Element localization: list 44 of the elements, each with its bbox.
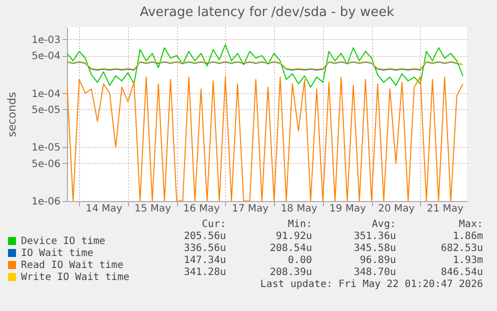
x-tick-label: 17 May — [232, 204, 269, 214]
text: Avg: — [372, 219, 396, 230]
text: 1.86m — [452, 231, 483, 242]
y-tick-label: 5e-05 — [32, 104, 60, 116]
text: Last update: Fri May 22 01:20:47 2026 — [260, 279, 483, 290]
text: 0.00 — [288, 255, 312, 266]
text: 348.70u — [354, 267, 396, 278]
text: 341.28u — [184, 267, 226, 278]
legend-label: Write IO Wait time — [21, 272, 130, 283]
text: 91.92u — [276, 231, 312, 242]
text: 96.89u — [360, 255, 396, 266]
x-tick-label: 14 May — [86, 204, 122, 214]
legend-label: IO Wait time — [21, 248, 94, 259]
y-tick-label: 5e-06 — [32, 158, 60, 170]
text: 205.56u — [184, 231, 226, 242]
y-tick-label: 5e-04 — [32, 51, 60, 62]
text: 351.36u — [354, 231, 396, 242]
x-tick-label: 18 May — [280, 204, 318, 214]
x-tick-label: 21 May — [426, 204, 464, 214]
x-tick-label: 19 May — [329, 204, 366, 214]
text: 208.54u — [270, 243, 312, 254]
text: Max: — [458, 219, 483, 230]
y-tick-label: 1e-04 — [32, 88, 60, 100]
line-series — [67, 44, 464, 88]
text: 345.58u — [354, 243, 396, 254]
text: 1.93m — [452, 255, 483, 266]
text: 336.56u — [184, 243, 226, 254]
text: Min: — [288, 219, 312, 230]
text: 846.54u — [440, 267, 483, 278]
legend-label: Read IO Wait time — [21, 260, 124, 271]
text: 208.39u — [270, 267, 312, 278]
text: Cur: — [202, 219, 226, 230]
x-tick-label: 15 May — [134, 204, 172, 214]
line-series — [67, 76, 464, 201]
y-tick-label: 1e-05 — [32, 142, 60, 154]
y-tick-label: 1e-06 — [32, 196, 60, 208]
y-tick-label: 1e-03 — [32, 34, 60, 46]
text: 147.34u — [184, 255, 226, 266]
legend-label: Device IO time — [21, 236, 106, 247]
x-tick-label: 20 May — [378, 204, 415, 214]
y-axis-title: seconds — [6, 92, 19, 137]
text: 682.53u — [440, 243, 483, 254]
x-tick-label: 16 May — [183, 204, 220, 214]
chart-title: Average latency for /dev/sda - by week — [140, 5, 395, 20]
